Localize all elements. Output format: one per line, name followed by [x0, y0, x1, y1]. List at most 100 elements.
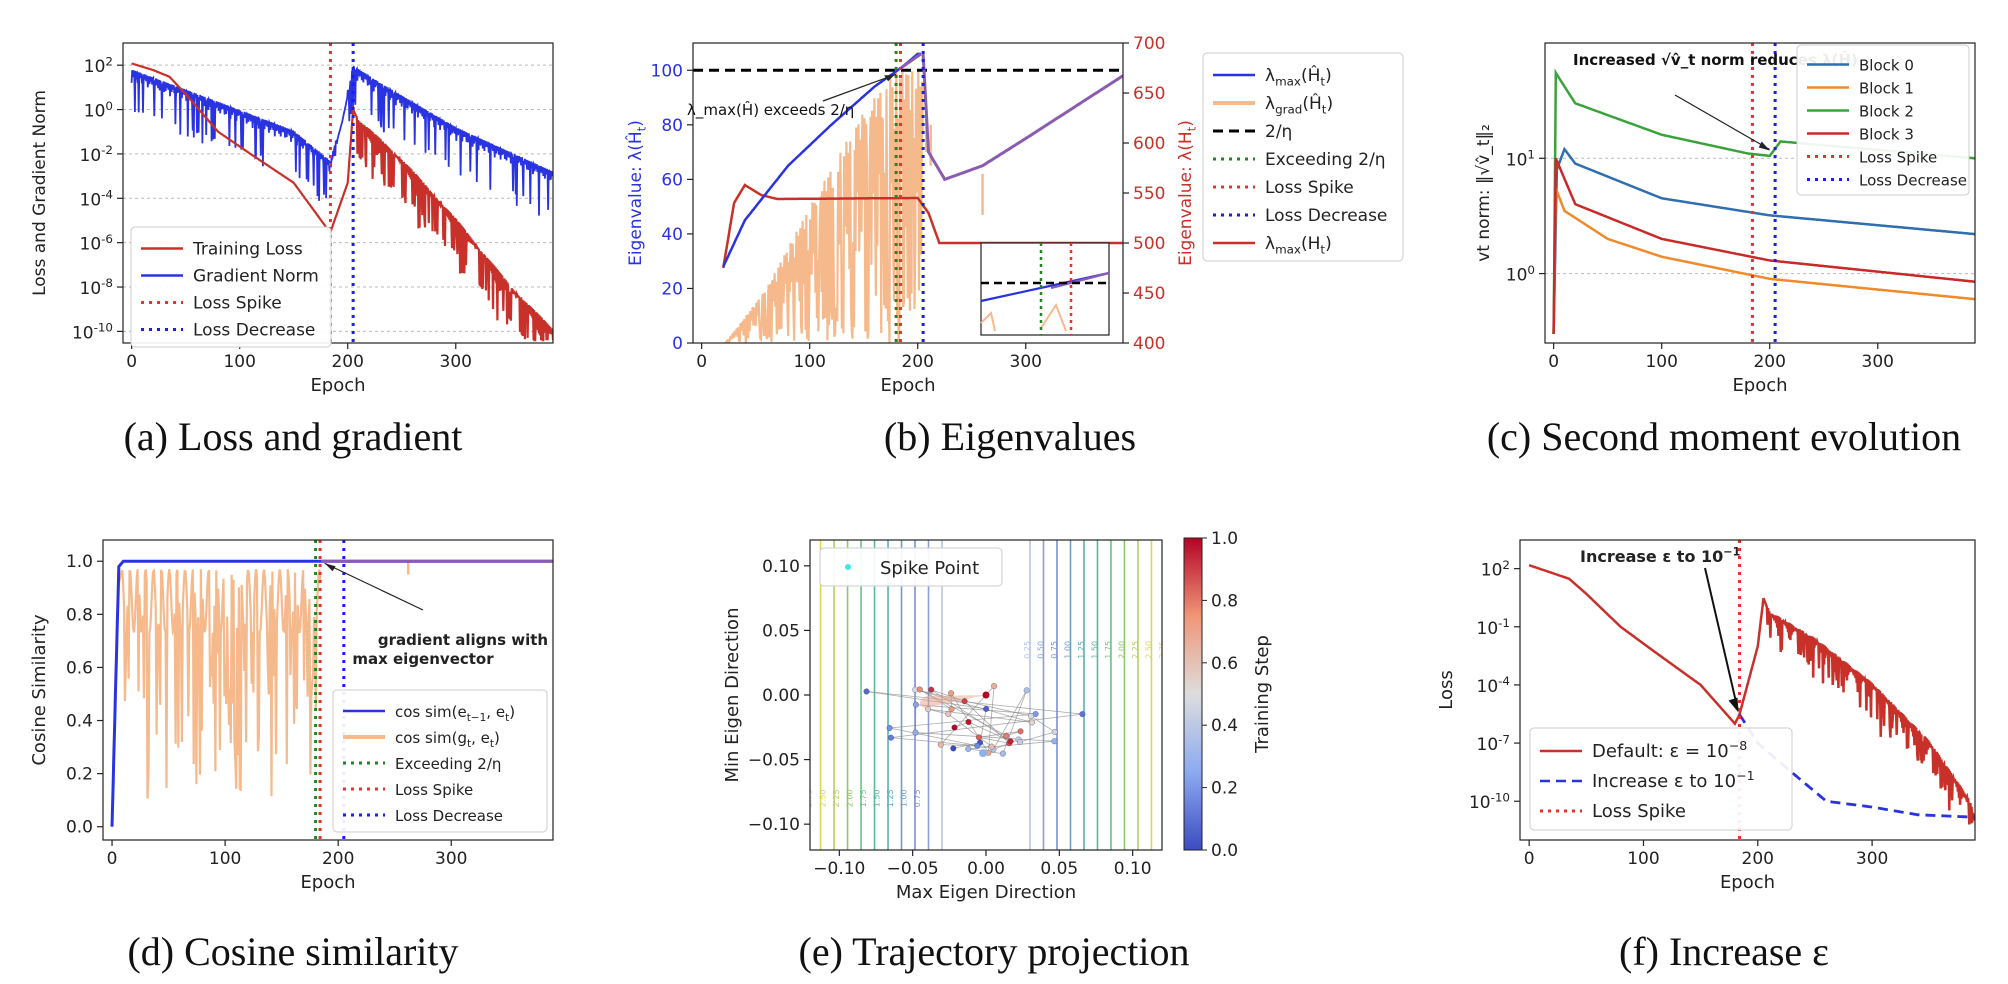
x-tick-label: 0 [1524, 849, 1535, 869]
label-part: 10 [1477, 619, 1499, 639]
label-part: 10 [80, 235, 102, 255]
x-tick-label: 0 [126, 352, 137, 372]
trajectory-point [912, 701, 919, 708]
contour-label: 1.25 [1077, 641, 1086, 659]
trajectory-point [1028, 719, 1035, 726]
x-tick-label: 200 [901, 352, 933, 372]
legend-text: Loss Spike [193, 294, 282, 314]
contour-label: 1.75 [1104, 641, 1113, 659]
plot-frame [809, 539, 1163, 851]
x-axis-label: Epoch [1720, 872, 1775, 893]
legend-text: Loss Decrease [1265, 206, 1387, 226]
y-tick-label: 0.6 [66, 658, 93, 678]
y-tick-label: 100 [84, 99, 113, 122]
label-part: , e [471, 729, 490, 747]
trajectory-point [983, 705, 990, 712]
legend-text: λmax(Ĥt) [1265, 64, 1332, 88]
trajectory-point [1051, 738, 1058, 745]
contour-label: 1.50 [873, 789, 882, 807]
trajectory-point [1023, 687, 1030, 694]
label-part: 2 [1502, 558, 1510, 572]
x-tick-label: 0 [1548, 352, 1559, 372]
annotation-text: max eigenvector [352, 650, 494, 668]
x-axis-label: Epoch [1732, 375, 1787, 396]
trajectory-point [951, 724, 958, 731]
y-tick-label: 40 [661, 225, 683, 245]
y-tick-label: 100 [1506, 263, 1535, 286]
label-part: grad [1275, 102, 1302, 116]
legend-text: Increase ε to 10−1 [1592, 768, 1755, 792]
label-part: Increase ε to 10 [1592, 771, 1736, 792]
y-right-axis-label: Eigenvalue: λ(Ht) [1176, 120, 1198, 266]
trajectory-point [948, 706, 955, 713]
label-part: Default: ε = 10 [1592, 741, 1729, 762]
annotation-arrow [1674, 94, 1771, 151]
label-part: -6 [101, 232, 113, 246]
trajectory-fan [920, 695, 986, 706]
annotation-text: Increased √v̂_t norm reduces λ(Ĥ) [1573, 50, 1858, 69]
cos-g-e-line [116, 568, 322, 799]
x-tick-label: 0 [107, 849, 118, 869]
annotation-arrowhead [1758, 141, 1770, 151]
legend-text: Default: ε = 10−8 [1592, 738, 1747, 762]
label-part: λ [1265, 94, 1275, 114]
post-decrease-line [921, 53, 1123, 182]
plot-frame [122, 42, 554, 344]
label-part: λ [1265, 234, 1275, 254]
y-right-tick-label: 700 [1133, 34, 1165, 54]
label-part: t [1184, 126, 1198, 131]
colorbar-tick-label: 0.2 [1211, 779, 1238, 799]
contour-label: 2.75 [805, 789, 814, 807]
label-part: t−1 [467, 712, 487, 724]
y-tick-label: 101 [1506, 147, 1535, 170]
trajectory-point [928, 686, 935, 693]
label-part: Training Loss [192, 240, 303, 260]
trajectory-fan [923, 695, 986, 698]
colorbar-tick-label: 0.6 [1211, 654, 1238, 674]
x-tick-label: 0.05 [1040, 859, 1078, 879]
label-part: Loss Spike [193, 294, 282, 314]
plot-frame [1544, 42, 1976, 344]
trajectory-point [991, 683, 998, 690]
label-part: cos sim(e [395, 703, 467, 721]
legend-text: Loss Spike [1859, 149, 1937, 167]
y-axis-label: Cosine Similarity [29, 614, 50, 766]
y-axis-label: Loss [1436, 670, 1457, 709]
label-part: ) [1326, 94, 1333, 114]
trajectory-segment [940, 744, 992, 747]
x-tick-label: 0 [696, 352, 707, 372]
label-part: Increase ε to 10 [1580, 547, 1723, 566]
y-right-tick-label: 650 [1133, 84, 1165, 104]
trajectory-point [863, 688, 870, 695]
trajectory-point [945, 711, 952, 718]
legend-box [332, 689, 548, 833]
y-tick-label: 10-8 [80, 276, 114, 299]
legend-text: Exceeding 2/η [1265, 150, 1386, 170]
x-tick-label: 300 [1862, 352, 1894, 372]
y-tick-label: 60 [661, 170, 683, 190]
y-tick-label: 10-4 [1477, 674, 1511, 697]
legend-text: Loss Decrease [193, 321, 315, 341]
start-point-marker [979, 749, 988, 758]
label-part: 10 [1506, 266, 1528, 286]
legend-text: Training Loss [192, 240, 303, 260]
gradient-norm-line [130, 65, 553, 216]
contour-label: 1.75 [859, 789, 868, 807]
trajectory-fan [920, 695, 986, 707]
annotation-arrow [1704, 567, 1739, 709]
contour-label: 2.25 [1131, 641, 1140, 659]
label-part: , e [486, 703, 505, 721]
y-tick-label: 102 [84, 54, 113, 77]
inset-grad-line [980, 302, 1067, 332]
trajectory-segment [915, 689, 1033, 723]
trajectory-point [1003, 732, 1010, 739]
contour-label: 0.50 [1036, 641, 1045, 659]
trajectory-point [965, 719, 972, 725]
label-part: -4 [101, 187, 113, 201]
colorbar-tick-label: 0.4 [1211, 716, 1238, 736]
label-part: −1 [1723, 546, 1740, 559]
label-part: 1 [1527, 147, 1535, 161]
trajectory-point [1051, 729, 1058, 735]
